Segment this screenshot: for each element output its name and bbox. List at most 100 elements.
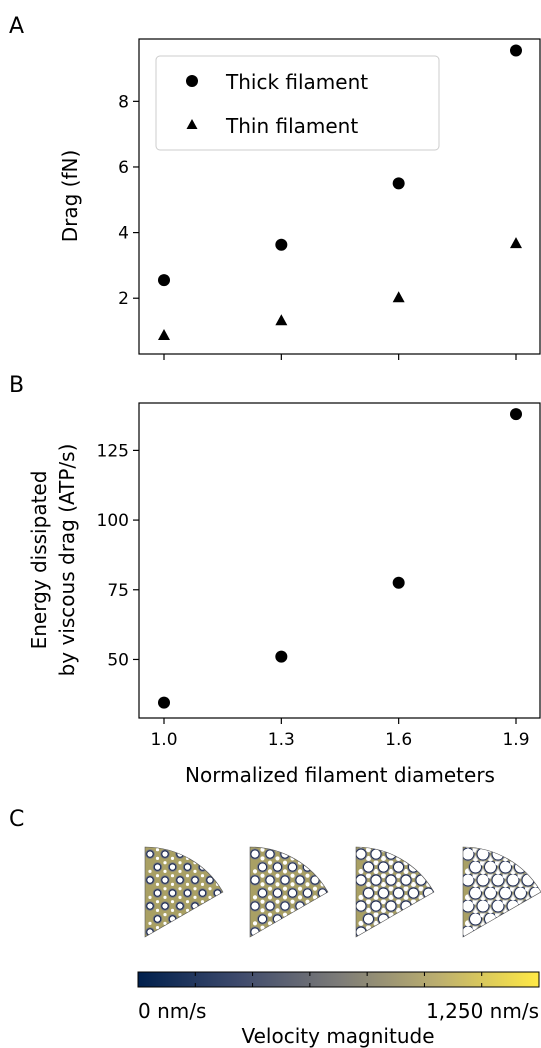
thin-filament (305, 908, 310, 913)
thick-filament (280, 901, 290, 911)
thin-filament (418, 920, 424, 926)
thick-filament (476, 899, 490, 913)
thick-filament (184, 838, 190, 844)
thick-filament (439, 888, 449, 898)
thick-filament (265, 849, 275, 859)
thin-filament (267, 860, 273, 865)
thin-filament (320, 899, 325, 904)
thin-filament (267, 912, 273, 917)
thin-filament (441, 856, 446, 861)
wedge-outline (355, 846, 435, 938)
thick-filament (303, 888, 312, 898)
thin-filament (350, 874, 354, 878)
thin-filament (163, 887, 167, 891)
thin-filament (517, 847, 524, 853)
thick-filament (333, 915, 341, 923)
thick-filament (153, 915, 161, 923)
thin-filament (502, 847, 509, 853)
thick-filament-halo (308, 847, 322, 861)
thin-filament (388, 920, 394, 926)
thin-filament (282, 860, 288, 865)
thin-filament (246, 831, 249, 834)
thick-filament (463, 847, 475, 861)
thick-filament (370, 926, 382, 937)
thin-filament (208, 887, 212, 891)
thin-filament (215, 908, 220, 912)
thick-filament (469, 836, 479, 846)
thin-filament (260, 830, 264, 834)
thick-filament (161, 876, 169, 884)
thick-filament (161, 928, 169, 936)
thin-filament (343, 869, 347, 873)
thin-filament (395, 925, 402, 931)
thin-filament (238, 835, 241, 838)
thin-filament (193, 847, 197, 848)
thin-filament (246, 900, 249, 903)
thick-filament (499, 886, 512, 900)
thick-filament-halo (219, 848, 223, 860)
thin-filament (487, 924, 494, 931)
thick-filament-halo (197, 913, 208, 925)
thick-filament (250, 849, 260, 859)
thick-filament (206, 850, 214, 858)
thick-filament-halo (398, 924, 414, 937)
thick-filament-halo (204, 926, 216, 937)
velocity-wedge (463, 834, 541, 937)
thick-filament (521, 925, 535, 937)
thick-filament-halo (436, 886, 450, 900)
thick-filament (400, 874, 412, 886)
thick-filament-halo (444, 847, 458, 861)
thin-filament (350, 900, 354, 904)
thin-filament (448, 834, 453, 839)
thick-filament-halo (391, 911, 406, 927)
thick-filament-halo (293, 925, 307, 937)
thin-filament (297, 895, 303, 900)
thin-filament (350, 856, 354, 860)
thick-filament (506, 873, 520, 887)
thick-filament (288, 837, 296, 845)
thin-filament (433, 886, 434, 892)
thick-filament-halo (227, 914, 238, 925)
thick-filament (439, 914, 449, 924)
thin-filament (433, 860, 434, 866)
thin-filament (388, 834, 393, 839)
thin-filament (335, 926, 339, 930)
thin-filament (471, 830, 476, 835)
wedge-outline (249, 846, 329, 938)
thick-filament (273, 862, 282, 872)
thick-filament-halo (534, 847, 541, 863)
energy-y-tick-label: 50 (107, 650, 129, 670)
thick-filament (415, 926, 427, 937)
thin-filament (185, 848, 190, 852)
thick-filament-halo (339, 900, 351, 912)
legend-thin-marker (186, 119, 198, 129)
thin-filament (495, 834, 501, 840)
thin-filament (200, 848, 205, 852)
thin-filament (231, 857, 234, 860)
thin-filament (373, 834, 378, 839)
thick-filament (446, 901, 456, 911)
thin-filament (253, 835, 256, 838)
legend-thick-marker (186, 75, 198, 87)
thin-filament (403, 920, 409, 926)
thin-filament (231, 909, 234, 912)
thin-filament (335, 874, 339, 878)
thick-filament-halo (436, 834, 450, 848)
thin-filament (320, 856, 325, 861)
thick-filament (265, 927, 275, 937)
thin-filament (343, 921, 347, 925)
thick-filament-halo (286, 847, 299, 848)
thin-filament (350, 830, 354, 834)
thin-filament (305, 899, 310, 904)
thick-filament (370, 874, 382, 886)
thin-filament (343, 887, 347, 891)
thin-filament (238, 870, 241, 873)
thin-filament (425, 855, 432, 861)
drag-y-axis-label: Drag (fN) (58, 150, 82, 243)
thick-filament (394, 836, 404, 846)
thin-filament (532, 872, 539, 879)
thin-filament (312, 912, 318, 917)
thin-filament (350, 926, 354, 930)
thick-filament (409, 836, 419, 846)
thick-filament-halo (421, 911, 434, 927)
